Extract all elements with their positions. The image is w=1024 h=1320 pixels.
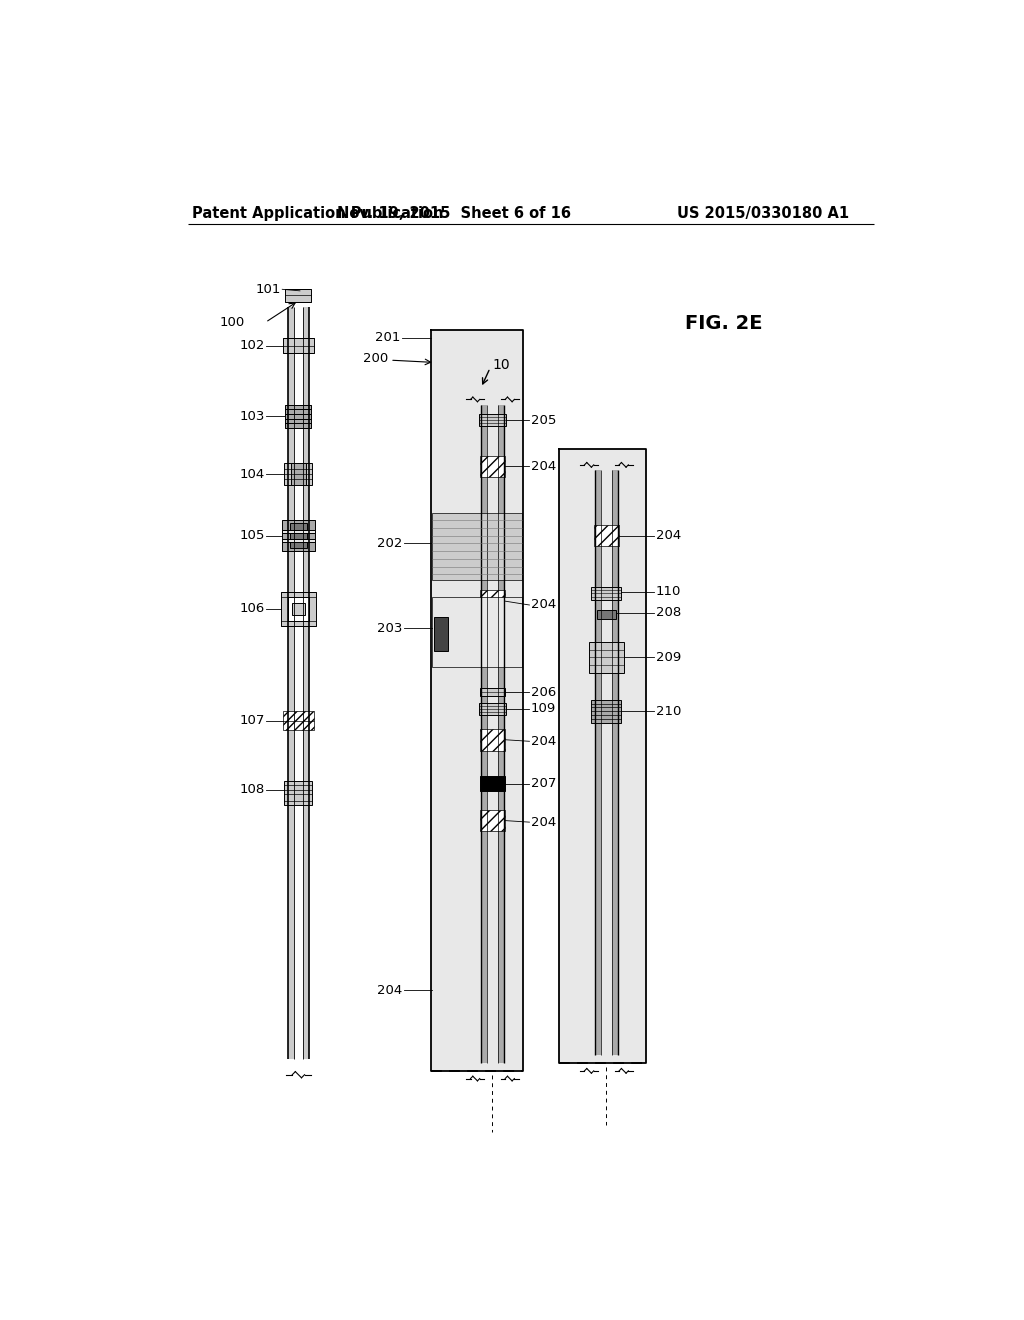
Text: 100: 100 bbox=[219, 315, 245, 329]
Text: 204: 204 bbox=[655, 529, 681, 543]
Bar bbox=[283, 520, 314, 552]
Bar bbox=[286, 405, 311, 409]
Bar bbox=[285, 780, 312, 805]
Bar bbox=[480, 729, 505, 751]
Text: 103: 103 bbox=[240, 409, 264, 422]
Bar bbox=[434, 616, 447, 651]
Bar bbox=[559, 449, 646, 1063]
Bar bbox=[283, 529, 314, 532]
Bar bbox=[592, 700, 622, 723]
Bar bbox=[288, 597, 309, 622]
Bar bbox=[284, 711, 313, 730]
Bar bbox=[589, 642, 624, 673]
Bar bbox=[481, 405, 487, 1063]
Bar bbox=[283, 539, 314, 541]
Text: Patent Application Publication: Patent Application Publication bbox=[193, 206, 443, 222]
Bar bbox=[478, 414, 506, 426]
Bar bbox=[480, 776, 505, 792]
Text: 209: 209 bbox=[655, 651, 681, 664]
Bar bbox=[480, 590, 505, 612]
Text: 210: 210 bbox=[655, 705, 681, 718]
Text: 106: 106 bbox=[240, 602, 264, 615]
Bar bbox=[611, 470, 617, 1056]
Text: 107: 107 bbox=[240, 714, 264, 727]
Bar bbox=[286, 414, 311, 418]
Bar bbox=[478, 702, 506, 715]
Text: 109: 109 bbox=[531, 702, 556, 715]
Bar bbox=[292, 603, 305, 615]
Bar bbox=[286, 289, 311, 302]
Text: 105: 105 bbox=[240, 529, 264, 543]
Text: 208: 208 bbox=[655, 606, 681, 619]
Bar bbox=[480, 810, 505, 832]
Bar bbox=[597, 610, 615, 619]
Text: 102: 102 bbox=[240, 339, 264, 352]
Bar bbox=[290, 524, 307, 548]
Text: 110: 110 bbox=[655, 585, 681, 598]
Bar bbox=[432, 512, 521, 581]
Text: 206: 206 bbox=[531, 685, 556, 698]
Bar bbox=[291, 463, 306, 484]
Text: 200: 200 bbox=[364, 352, 388, 366]
Bar bbox=[480, 688, 505, 696]
Text: 204: 204 bbox=[531, 816, 556, 829]
Text: 203: 203 bbox=[377, 622, 402, 635]
Bar bbox=[286, 418, 311, 424]
Bar bbox=[285, 463, 312, 484]
Text: 201: 201 bbox=[375, 331, 400, 345]
Text: 205: 205 bbox=[531, 413, 556, 426]
Bar bbox=[431, 330, 523, 1071]
Bar bbox=[303, 308, 309, 1059]
Bar bbox=[592, 587, 622, 599]
Text: 202: 202 bbox=[377, 537, 402, 550]
Bar bbox=[498, 405, 504, 1063]
Bar bbox=[480, 455, 505, 478]
Text: Nov. 19, 2015  Sheet 6 of 16: Nov. 19, 2015 Sheet 6 of 16 bbox=[337, 206, 571, 222]
Text: 104: 104 bbox=[240, 467, 264, 480]
Text: 101: 101 bbox=[255, 282, 281, 296]
Bar bbox=[432, 597, 521, 667]
Text: US 2015/0330180 A1: US 2015/0330180 A1 bbox=[677, 206, 849, 222]
Bar bbox=[286, 424, 311, 428]
Bar bbox=[594, 525, 620, 546]
Bar bbox=[284, 338, 313, 354]
Text: 108: 108 bbox=[240, 783, 264, 796]
Text: 10: 10 bbox=[493, 358, 510, 372]
Bar bbox=[595, 470, 601, 1056]
Text: 204: 204 bbox=[377, 983, 402, 997]
Text: 204: 204 bbox=[531, 459, 556, 473]
Bar bbox=[288, 308, 294, 1059]
Text: 204: 204 bbox=[531, 598, 556, 611]
Text: 204: 204 bbox=[531, 735, 556, 748]
Bar bbox=[286, 409, 311, 414]
Text: FIG. 2E: FIG. 2E bbox=[685, 314, 763, 334]
Bar bbox=[282, 591, 315, 626]
Text: 207: 207 bbox=[531, 777, 556, 791]
